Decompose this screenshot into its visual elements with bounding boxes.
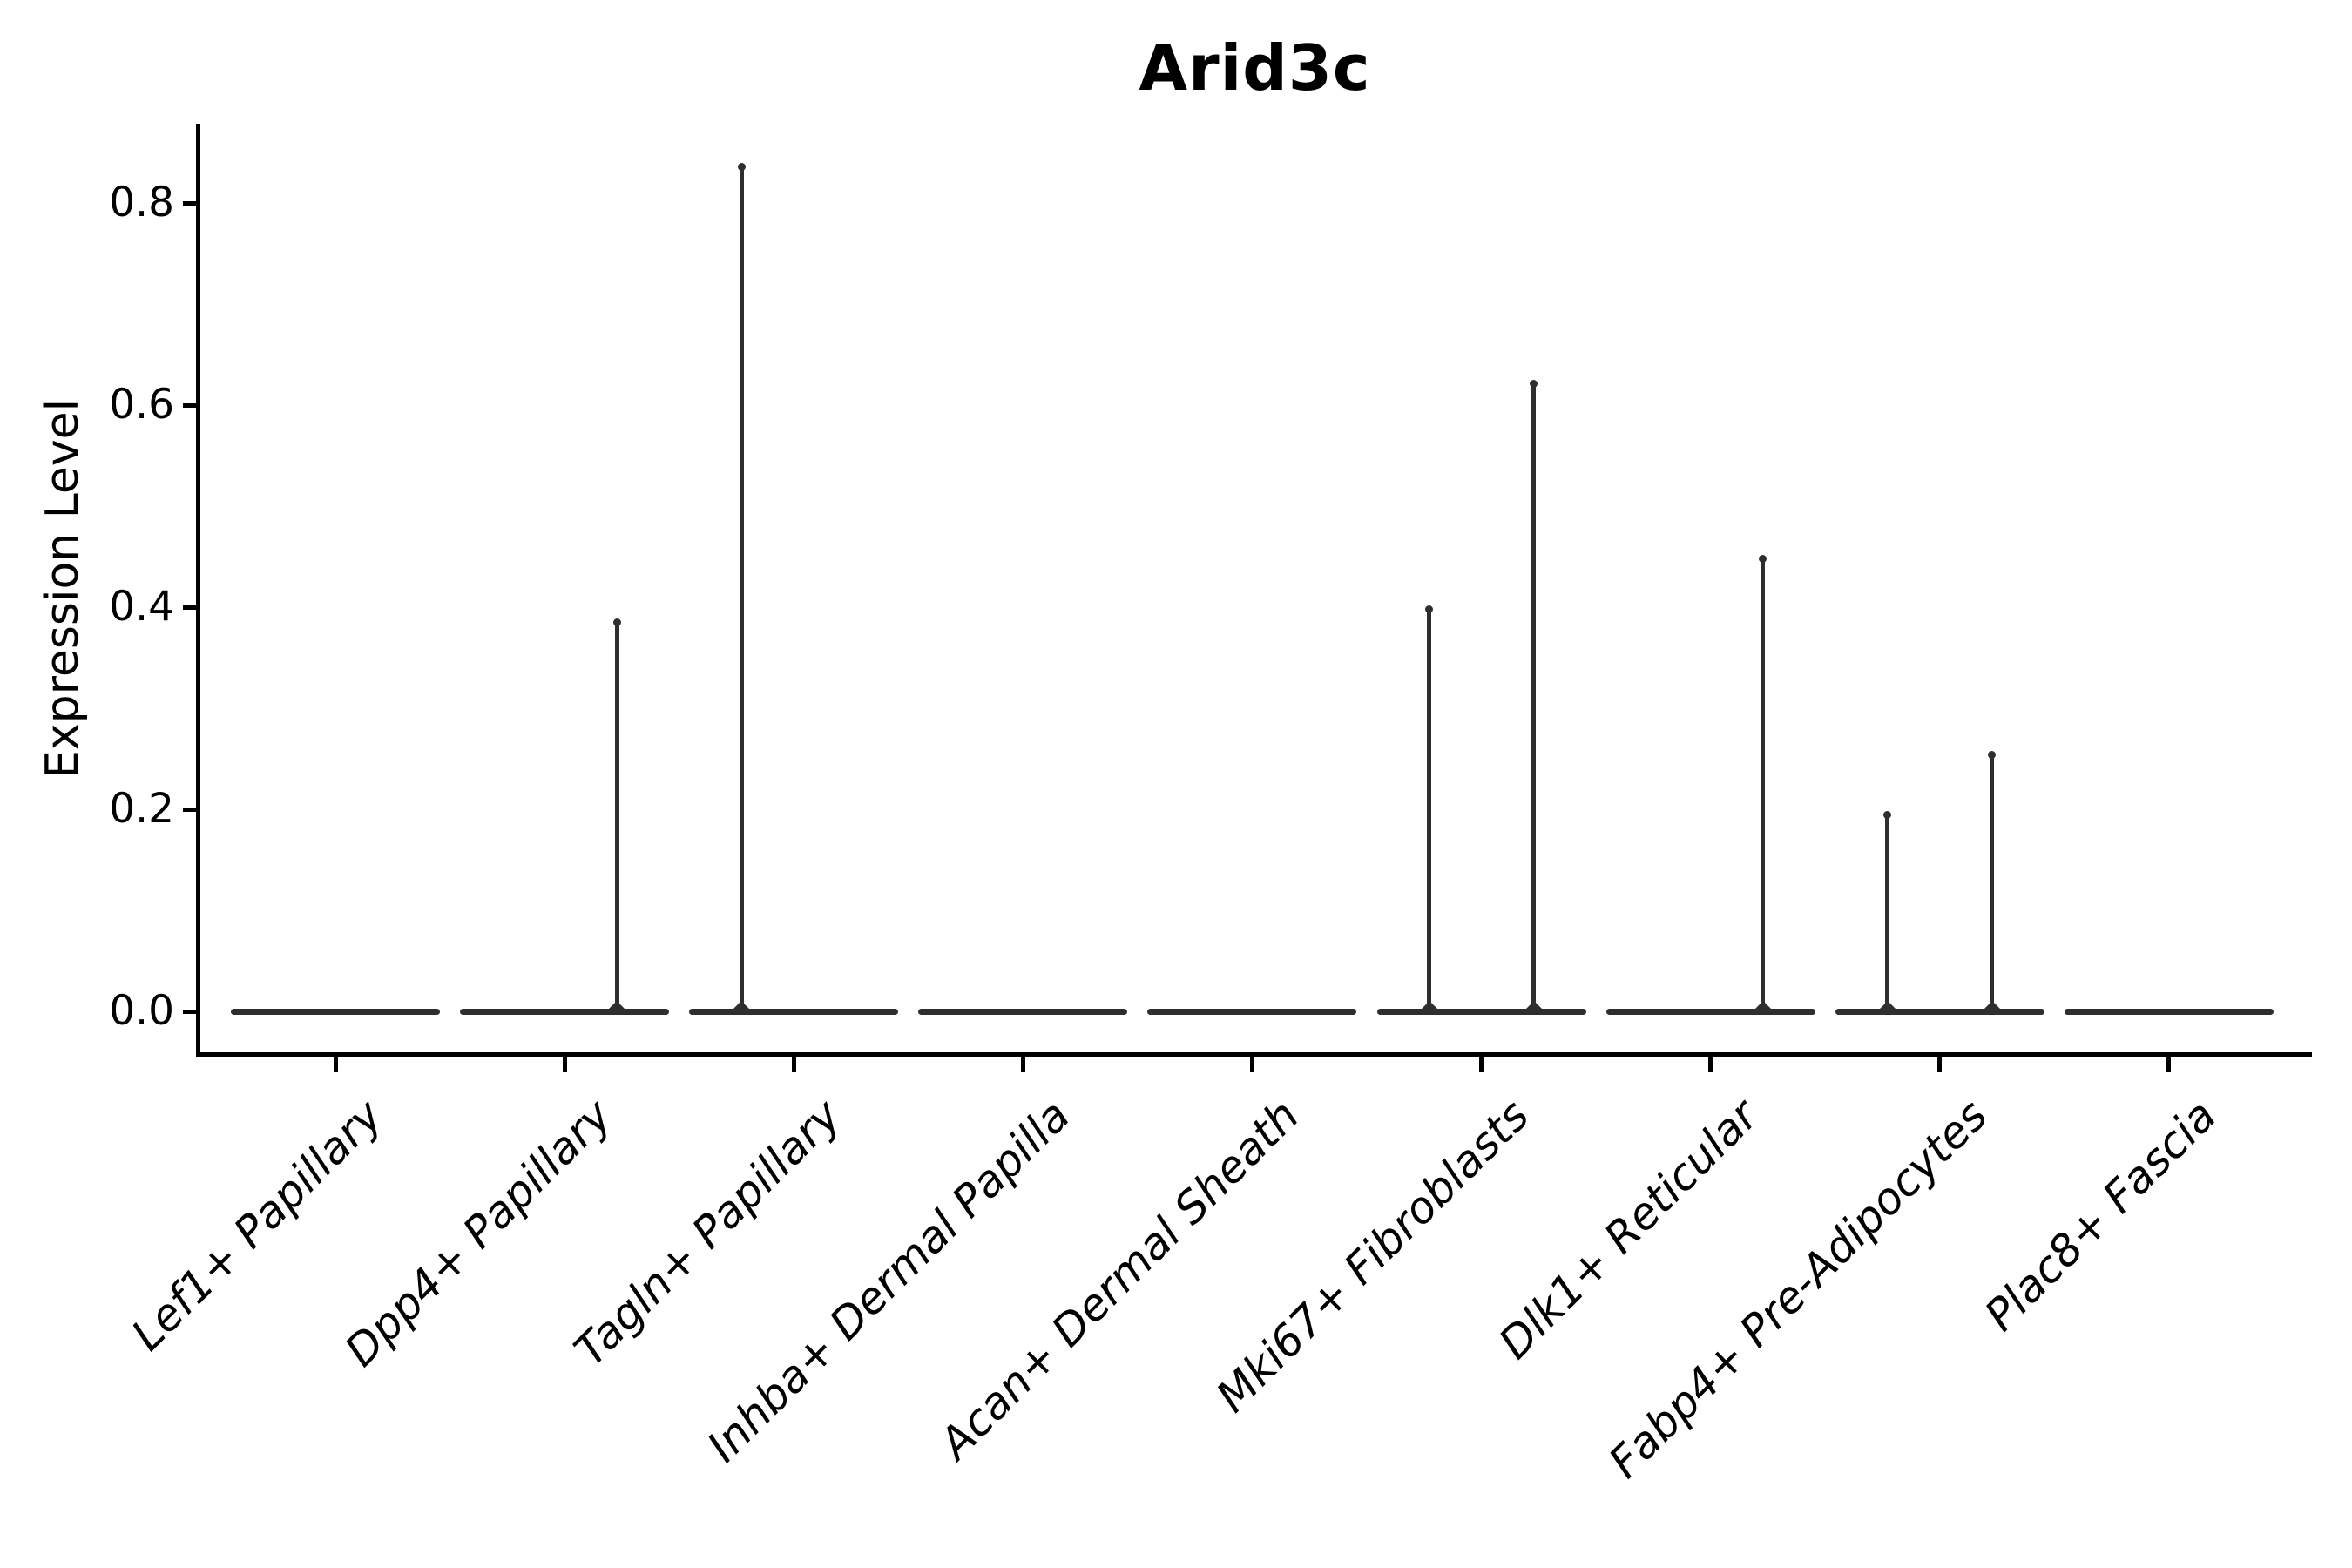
violin-baseline [460,1009,670,1015]
violin-baseline [1147,1009,1357,1015]
violin-baseline [1835,1009,2044,1015]
violin-spike-cap [737,163,746,172]
violin-baseline [1376,1009,1586,1015]
violin-spike [739,166,744,1011]
y-tick-label: 0.4 [109,583,174,631]
violin-baseline [689,1009,899,1015]
violin-spike [1990,754,1995,1011]
chart-title: Arid3c [1139,31,1371,105]
x-tick-mark [791,1057,796,1072]
violin-spike-cap [1883,810,1892,819]
x-tick-mark [1708,1057,1713,1072]
violin-spike-cap [612,618,621,627]
violin-baseline [1605,1009,1815,1015]
x-axis-spine [196,1052,2312,1057]
y-tick-label: 0.6 [109,381,174,429]
y-tick-mark [183,402,197,408]
violin-spike-cap [1759,555,1767,564]
violin-baseline [2064,1009,2274,1015]
violin-spike-cap [1425,605,1433,614]
violin-spike [1761,558,1766,1011]
violin-baseline [231,1009,440,1015]
violin-spike [1427,608,1431,1011]
violin-spike-cap [1530,380,1538,389]
y-tick-label: 0.0 [109,987,174,1035]
x-tick-mark [1937,1057,1943,1072]
y-tick-label: 0.8 [109,179,174,226]
y-tick-mark [183,605,197,610]
violin-spike [1885,813,1890,1011]
y-tick-mark [183,200,197,206]
x-tick-mark [562,1057,567,1072]
violin-spike [614,621,619,1011]
y-tick-mark [183,1009,197,1014]
violin-spike-cap [1988,751,1997,760]
x-tick-mark [1479,1057,1484,1072]
x-tick-mark [2166,1057,2172,1072]
y-tick-mark [183,807,197,812]
violin-spike [1531,382,1536,1011]
x-tick-mark [1020,1057,1025,1072]
x-tick-mark [1249,1057,1254,1072]
violin-baseline [918,1009,1128,1015]
y-tick-label: 0.2 [109,785,174,833]
y-axis-spine [196,124,200,1057]
x-tick-mark [333,1057,338,1072]
